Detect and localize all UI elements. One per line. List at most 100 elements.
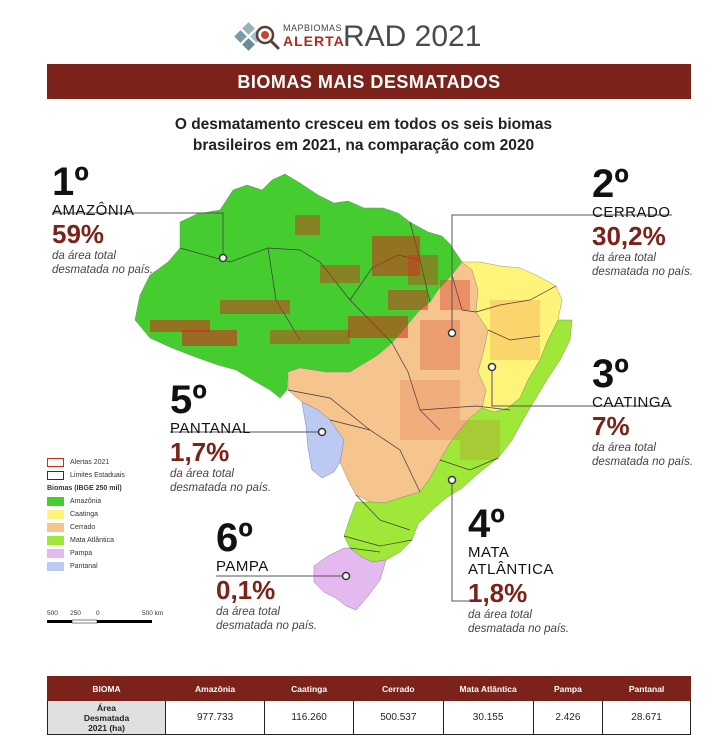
legend-biome-list: Amazônia Caatinga Cerrado Mata Atlântica Pam… — [47, 495, 125, 573]
legend-biomes-title: Biomas (IBGE 250 mil) — [47, 485, 122, 492]
table-header: BIOMA — [47, 676, 166, 701]
map-legend: Alertas 2021 Limites Estaduais Biomas (I… — [47, 456, 125, 573]
table-cell: 30.155 — [442, 700, 534, 735]
row-label-line1: Área — [97, 702, 116, 713]
legend-swatch — [47, 497, 64, 506]
biome-note-line1: da área total — [216, 606, 280, 618]
rank-number: 6º — [216, 516, 253, 560]
pampa-marker — [341, 571, 351, 581]
pampa-biome — [313, 547, 387, 611]
biome-note-line1: da área total — [468, 609, 532, 621]
legend-item: Pantanal — [47, 560, 125, 573]
logo-small-text: MAPBIOMAS — [283, 23, 343, 33]
rank-cerrado: 2º CERRADO 30,2% da área total desmatada… — [592, 164, 693, 279]
row-label-line3: 2021 (ha) — [88, 722, 125, 733]
table-header: Cerrado — [353, 676, 444, 701]
scale-label: 500 — [47, 610, 58, 617]
biome-name: AMAZÔNIA — [52, 202, 135, 219]
logo-big-text: ALERTA — [283, 33, 345, 49]
mata-atlantica-marker — [447, 475, 457, 485]
biome-percent: 0,1% — [216, 575, 276, 605]
table-cell: 977.733 — [164, 700, 266, 735]
biome-note-line2: desmatada no país. — [592, 456, 694, 468]
table-header: Pampa — [532, 676, 604, 701]
pantanal-marker — [317, 427, 327, 437]
banner-title: BIOMAS MAIS DESMATADOS — [237, 72, 501, 92]
biome-note-line1: da área total — [592, 442, 656, 454]
table-header: Mata Atlântica — [442, 676, 534, 701]
rank-number: 3º — [592, 352, 629, 396]
biome-note-line2: desmatada no país. — [468, 623, 570, 635]
rank-number: 1º — [52, 160, 89, 204]
table-header-row: BIOMA Amazônia Caatinga Cerrado Mata Atl… — [47, 676, 691, 701]
title-banner: BIOMAS MAIS DESMATADOS — [47, 64, 691, 99]
row-label-line2: Desmatada — [83, 712, 130, 723]
rank-pampa: 6º PAMPA 0,1% da área total desmatada no… — [216, 518, 317, 633]
legend-item: Mata Atlântica — [47, 534, 125, 547]
biome-note-line2: desmatada no país. — [216, 620, 318, 632]
rank-number: 2º — [592, 162, 629, 206]
deforestation-table: BIOMA Amazônia Caatinga Cerrado Mata Atl… — [47, 676, 691, 735]
biome-name-line1: MATA — [468, 544, 510, 561]
biome-percent: 30,2% — [592, 221, 666, 251]
legend-label: Pampa — [70, 550, 93, 557]
legend-item: Pampa — [47, 547, 125, 560]
scale-bar — [47, 619, 152, 624]
biome-note-line1: da área total — [170, 468, 234, 480]
report-title: RAD 2021 — [343, 20, 482, 53]
amazonia-marker — [218, 253, 228, 263]
row-label: Área Desmatada 2021 (ha) — [47, 700, 166, 735]
table-header: Pantanal — [602, 676, 691, 701]
caatinga-marker — [487, 362, 497, 372]
biome-percent: 7% — [592, 411, 630, 441]
legend-swatch — [47, 536, 64, 545]
scale-label: 0 — [96, 610, 100, 617]
rank-caatinga: 3º CAATINGA 7% da área total desmatada n… — [592, 354, 693, 469]
biome-name: CERRADO — [592, 204, 671, 221]
biome-note-line1: da área total — [592, 252, 656, 264]
legend-label: Alertas 2021 — [70, 459, 110, 466]
biome-percent: 59% — [52, 219, 105, 249]
pantanal-biome — [301, 401, 345, 479]
biome-note-line1: da área total — [52, 250, 116, 262]
legend-label: Amazônia — [70, 498, 102, 505]
table-header: Caatinga — [264, 676, 355, 701]
biome-name: PAMPA — [216, 558, 269, 575]
mapbiomas-logo-icon — [234, 22, 280, 51]
legend-item: Cerrado — [47, 521, 125, 534]
legend-swatch — [47, 562, 64, 571]
table-cell: 116.260 — [264, 700, 355, 735]
biome-percent: 1,8% — [468, 578, 528, 608]
rank-pantanal: 5º PANTANAL 1,7% da área total desmatada… — [170, 380, 271, 495]
biome-name: PANTANAL — [170, 420, 251, 437]
scale-label: 250 — [70, 610, 81, 617]
legend-swatch — [47, 510, 64, 519]
legend-swatch — [47, 523, 64, 532]
table-cell: 2.426 — [532, 700, 604, 735]
legend-item: Amazônia — [47, 495, 125, 508]
rank-mata-atlantica: 4º MATA ATLÂNTICA 1,8% da área total des… — [468, 504, 569, 636]
table-cell: 28.671 — [602, 700, 691, 735]
rank-number: 5º — [170, 378, 207, 422]
biome-name: CAATINGA — [592, 394, 672, 411]
biome-note-line2: desmatada no país. — [592, 266, 694, 278]
deforestation-alerts — [150, 215, 540, 460]
legend-item: Caatinga — [47, 508, 125, 521]
biome-name-line2: ATLÂNTICA — [468, 561, 554, 578]
biome-note-line2: desmatada no país. — [52, 264, 154, 276]
page-subtitle: O desmatamento cresceu em todos os seis … — [174, 116, 553, 154]
table-row: Área Desmatada 2021 (ha) 977.733 116.260… — [47, 700, 691, 735]
scale-label: 500 km — [142, 610, 164, 617]
legend-alerts: Alertas 2021 — [47, 456, 125, 469]
brand-logo-text: MAPBIOMAS ALERTA — [283, 23, 345, 49]
rank-number: 4º — [468, 502, 505, 546]
legend-label: Limites Estaduais — [70, 472, 125, 479]
legend-swatch — [47, 549, 64, 558]
legend-alerts-swatch — [47, 458, 64, 467]
legend-limits-swatch — [47, 471, 64, 480]
table-cell: 500.537 — [353, 700, 444, 735]
rank-amazonia: 1º AMAZÔNIA 59% da área total desmatada … — [52, 162, 153, 277]
legend-label: Mata Atlântica — [70, 537, 114, 544]
legend-limits: Limites Estaduais — [47, 469, 125, 482]
